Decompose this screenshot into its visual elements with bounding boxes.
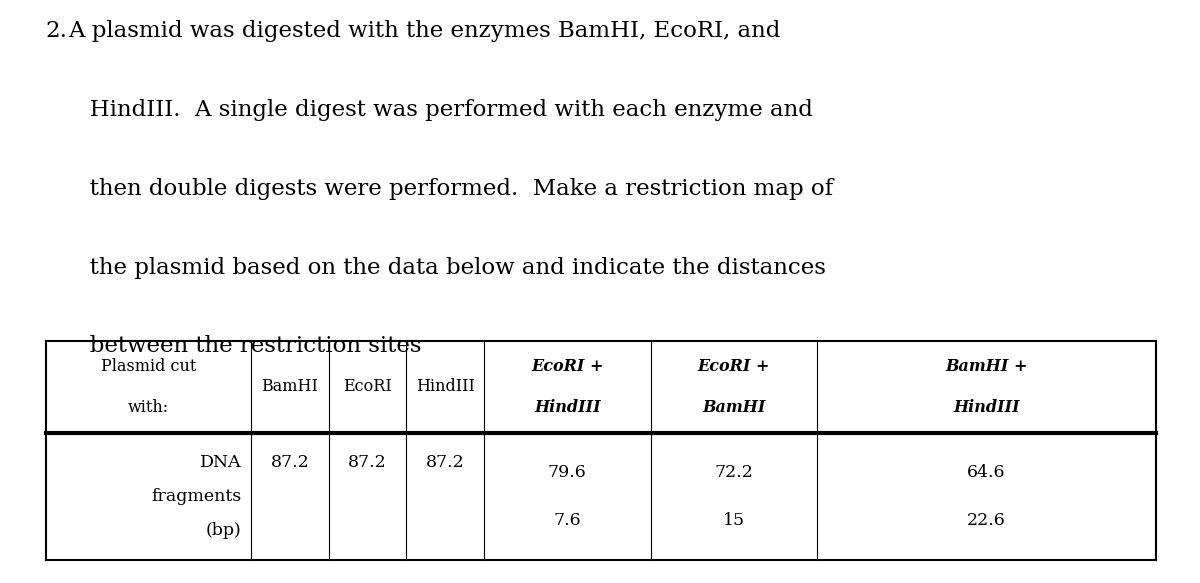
Text: between the restriction sites: between the restriction sites [68,335,422,357]
Text: EcoRI +: EcoRI + [697,359,770,375]
Text: 22.6: 22.6 [967,512,1006,529]
Text: 87.2: 87.2 [270,454,310,470]
Text: with:: with: [127,399,169,416]
Text: BamHI: BamHI [702,399,766,416]
Text: 72.2: 72.2 [714,464,754,481]
Text: then double digests were performed.  Make a restriction map of: then double digests were performed. Make… [68,178,834,200]
Text: 87.2: 87.2 [348,454,386,470]
Text: A plasmid was digested with the enzymes BamHI, EcoRI, and: A plasmid was digested with the enzymes … [68,20,781,43]
Text: 64.6: 64.6 [967,464,1006,481]
Text: HindIII: HindIII [415,378,475,395]
Text: HindIII: HindIII [534,399,601,416]
Text: 87.2: 87.2 [426,454,464,470]
Text: DNA: DNA [199,454,241,470]
Text: Plasmid cut: Plasmid cut [101,359,196,375]
Text: 15: 15 [722,512,745,529]
Text: the plasmid based on the data below and indicate the distances: the plasmid based on the data below and … [68,257,827,279]
Text: 2.: 2. [46,20,67,43]
Text: 7.6: 7.6 [553,512,581,529]
Text: HindIII: HindIII [953,399,1020,416]
Text: 79.6: 79.6 [548,464,587,481]
Text: BamHI: BamHI [262,378,318,395]
Text: EcoRI +: EcoRI + [532,359,604,375]
Text: HindIII.  A single digest was performed with each enzyme and: HindIII. A single digest was performed w… [68,99,814,121]
Text: (bp): (bp) [205,522,241,539]
Text: BamHI +: BamHI + [946,359,1027,375]
Text: EcoRI: EcoRI [343,378,392,395]
Text: fragments: fragments [151,488,241,505]
